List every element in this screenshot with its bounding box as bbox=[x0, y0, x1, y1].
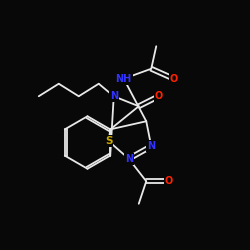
Text: O: O bbox=[154, 91, 163, 101]
Text: N: N bbox=[147, 141, 155, 151]
Text: O: O bbox=[170, 74, 178, 84]
Text: NH: NH bbox=[116, 74, 132, 84]
Text: O: O bbox=[164, 176, 173, 186]
Text: S: S bbox=[105, 136, 112, 146]
Text: N: N bbox=[125, 154, 133, 164]
Text: N: N bbox=[110, 91, 118, 101]
